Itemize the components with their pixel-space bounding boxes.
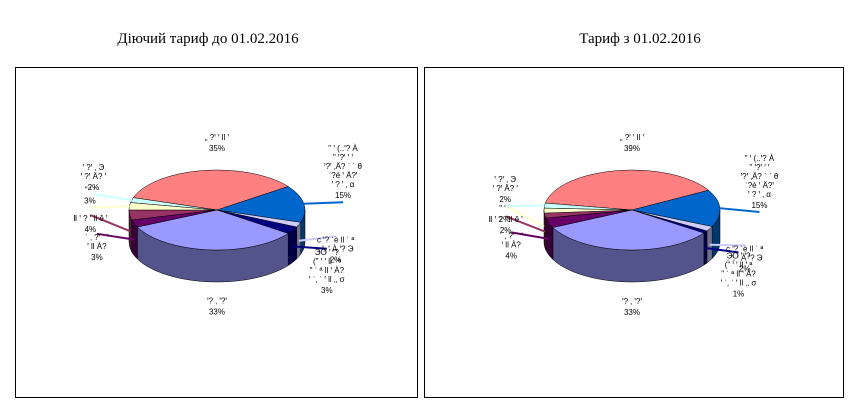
- slice: [132, 169, 289, 211]
- value-label: 2%: [330, 255, 342, 264]
- slice-shade: [703, 230, 707, 266]
- slice-shade: [137, 227, 289, 282]
- value-label: 15%: [751, 201, 767, 210]
- leader-line: [709, 243, 745, 247]
- slice-label: ꞌ? ‚ ꞌ?ꞌ: [207, 297, 227, 306]
- slice-shade: [296, 222, 301, 260]
- slice-label: " ꞌ (..ꞌ? À " ꞌ?ꞌ ꞌ ꞌ ꞌ?ꞌ ‚Ä? ˈ ˈ θ ˈ?é ꞌ Ä…: [324, 144, 362, 189]
- leader-line: [96, 232, 135, 241]
- slice-label: ꞌ? ‚ ꞌ?ꞌ: [622, 297, 642, 306]
- value-label: 35%: [209, 144, 225, 153]
- leader-line: [303, 201, 344, 205]
- slice-label: „ ?ꞌ ꞌ ll ꞌ: [620, 133, 645, 142]
- leader-line: [505, 215, 546, 233]
- slice-label: " ꞌ (..ꞌ? À " ꞌ?ꞌ ꞌ ꞌ ꞌ?ꞌ ‚Ä? ˈ ˈ θ ˈ?é ꞌ Ä…: [741, 154, 779, 199]
- slice: [543, 202, 633, 211]
- slice-shade: [544, 213, 546, 251]
- value-label: 2%: [499, 215, 511, 224]
- slice-label: ЭО ꞌ ꞌ? (" ꞌ ꞌ ll ꞌ ª " ˈ ª ll ꞌ À? ꞌ ˈ‚ ˈ …: [721, 251, 757, 287]
- leader-line: [505, 204, 545, 208]
- slice-shade: [131, 219, 138, 260]
- slice-label: " ꞌ ꞌ: [499, 204, 510, 213]
- leader-line: [705, 247, 739, 254]
- value-label: 2%: [88, 183, 100, 192]
- leader-line: [89, 205, 130, 209]
- value-label: 3%: [84, 197, 96, 206]
- slice: [552, 209, 705, 251]
- slice-shade: [706, 226, 713, 263]
- slice-label: Ⅱ ꞌ ? ꞌ ll ê ꞌ: [73, 214, 108, 223]
- value-label: 15%: [335, 191, 351, 200]
- slice-label: c ꞌ? ˈè ll ˈ ª. ꞌ, ꞌ À ꞌ? Э: [317, 235, 354, 253]
- slice-shade: [552, 227, 704, 282]
- slice: [631, 189, 721, 227]
- leader-line: [298, 235, 336, 242]
- value-label: 33%: [209, 308, 225, 317]
- value-label: 33%: [624, 308, 640, 317]
- slice-label: c ꞌ? ˈè ll ˈ ª. ꞌ, ꞌ À ꞌ? Э: [726, 244, 763, 262]
- value-label: 2%: [499, 195, 511, 204]
- slice: [544, 169, 710, 211]
- leader-line: [511, 231, 549, 240]
- leader-line: [292, 245, 327, 250]
- leader-line: [503, 204, 545, 228]
- slice-shade: [129, 210, 132, 252]
- value-label: 3%: [91, 253, 103, 262]
- value-label: 3%: [321, 286, 333, 295]
- leader-line: [90, 214, 131, 232]
- value-label: 1%: [733, 289, 745, 298]
- slice-label: Ⅱ ꞌ ? ꞌ ll ê ꞌ: [488, 215, 523, 224]
- value-label: 4%: [505, 251, 517, 260]
- slice-label: ЭО ꞌ ꞌ? (" ꞌ ꞌ ll ꞌ ª " ˈ ª ll ꞌ À? ꞌ ˈ‚ ˈ …: [309, 248, 345, 284]
- value-label: 4%: [85, 225, 97, 234]
- leader-line: [719, 207, 760, 214]
- slice-shade: [288, 227, 297, 266]
- slice: [130, 197, 218, 211]
- slice-label: „ ?ꞌ ꞌ ll ꞌ: [205, 133, 230, 142]
- slice-label: " ꞌ ꞌ: [85, 186, 96, 195]
- slice: [216, 186, 306, 223]
- chart-title: Тариф з 01.02.2016: [579, 31, 701, 47]
- slice: [136, 209, 289, 251]
- value-label: 39%: [624, 144, 640, 153]
- value-label: 2%: [500, 226, 512, 235]
- slice-shade: [545, 218, 553, 260]
- chart-title: Діючий тариф до 01.02.2016: [117, 31, 299, 47]
- value-label: 2%: [739, 264, 751, 273]
- slice-shade: [712, 210, 720, 259]
- leader-line: [93, 193, 132, 202]
